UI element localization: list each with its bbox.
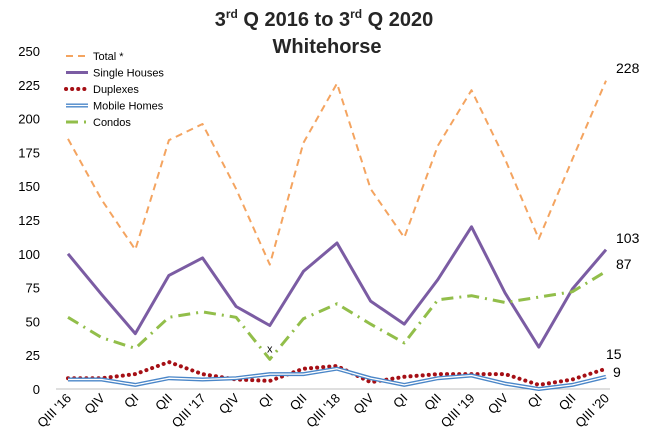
legend-single-houses-label: Single Houses — [93, 68, 164, 80]
series-single-houses-line — [66, 225, 608, 349]
y-tick-label: 200 — [18, 112, 40, 127]
chart-title-line1: 3rd Q 2016 to 3rd Q 2020 — [215, 7, 434, 31]
series-total-line — [67, 80, 607, 266]
series-duplexes-line — [66, 360, 608, 387]
x-tick-label: QIII '17 — [169, 391, 209, 431]
y-tick-label: 50 — [26, 314, 40, 329]
x-tick-label: QII — [556, 391, 579, 414]
marker-label: x — [267, 343, 273, 355]
series-group: x — [66, 80, 608, 391]
y-tick-label: 175 — [18, 145, 40, 160]
title-part-c: Q 2020 — [362, 9, 433, 31]
series-mobile-homes-line-inner — [68, 368, 607, 390]
y-tick-label: 250 — [18, 44, 40, 59]
x-tick-label: QI — [390, 391, 410, 411]
x-tick-label: QII — [421, 391, 444, 414]
chart-title-line2: Whitehorse — [273, 36, 382, 58]
y-tick-label: 0 — [33, 382, 40, 397]
y-tick-label: 25 — [26, 348, 40, 363]
title-sup-b: rd — [350, 7, 362, 21]
series-condos-line — [67, 270, 607, 361]
end-label: 228 — [616, 60, 640, 76]
x-tick-label: QII — [287, 391, 310, 414]
x-tick-label: QI — [525, 391, 545, 411]
end-label: 9 — [613, 364, 621, 380]
y-tick-label: 125 — [18, 213, 40, 228]
x-tick-label: QIII '16 — [34, 391, 74, 431]
y-tick-label: 225 — [18, 78, 40, 93]
y-tick-label: 100 — [18, 247, 40, 262]
legend-mobile-homes-label: Mobile Homes — [93, 101, 164, 113]
title-part-b: Q 2016 to 3 — [238, 9, 350, 31]
x-tick-label: QIV — [485, 390, 512, 417]
end-label: 87 — [616, 256, 632, 272]
title-part-a: 3 — [215, 9, 226, 31]
y-tick-label: 75 — [26, 281, 40, 296]
legend: Total * Single Houses Duplexes Mobile Homes… — [64, 51, 164, 129]
x-tick-label: QIV — [350, 390, 377, 417]
x-tick-label: QIII '18 — [303, 391, 343, 431]
end-label: 103 — [616, 230, 640, 246]
end-label: 15 — [606, 346, 622, 362]
legend-condos-label: Condos — [93, 117, 131, 129]
x-tick-label: QII — [152, 391, 175, 414]
x-tick-label: QIV — [81, 390, 108, 417]
x-tick-label: QI — [121, 391, 141, 411]
data-labels: 228 103 87 15 9 — [606, 60, 640, 380]
legend-duplexes-label: Duplexes — [93, 84, 139, 96]
x-tick-label: QIV — [216, 390, 243, 417]
x-tick-label: QI — [256, 391, 276, 411]
legend-total-label: Total * — [93, 51, 124, 63]
title-sup-a: rd — [226, 7, 238, 21]
x-tick-label: QIII '20 — [572, 391, 612, 431]
y-tick-label: 150 — [18, 179, 40, 194]
x-tick-label: QIII '19 — [438, 391, 478, 431]
y-axis-ticks: 0 25 50 75 100 125 150 175 200 225 250 — [18, 44, 40, 397]
